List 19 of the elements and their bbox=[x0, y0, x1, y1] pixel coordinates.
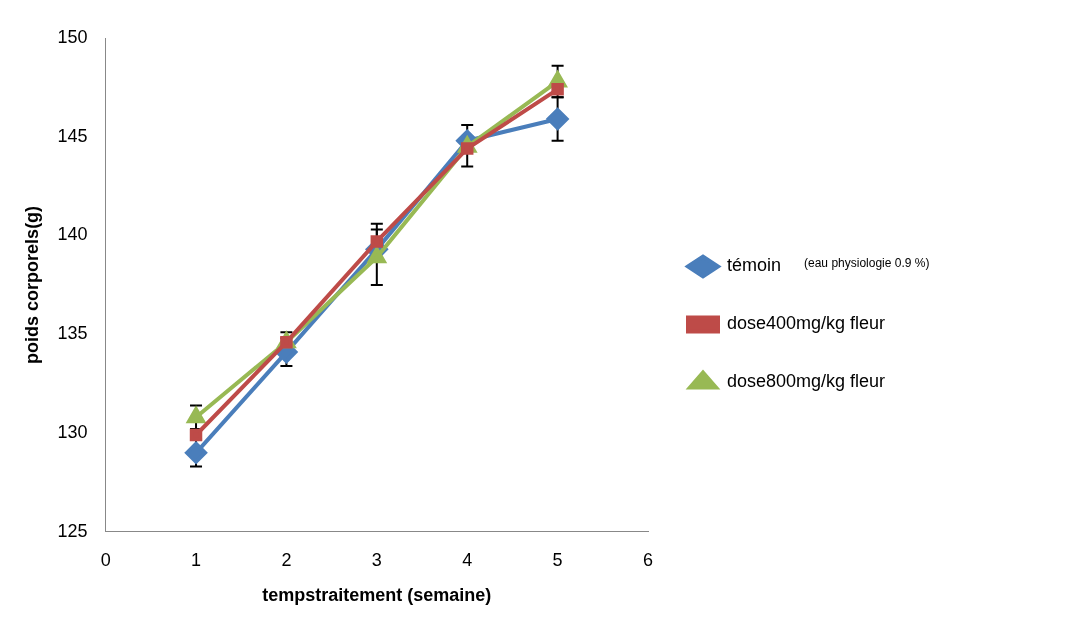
x-tick-label: 6 bbox=[642, 549, 654, 570]
x-tick-label: 3 bbox=[371, 549, 382, 570]
y-tick-label: 150 bbox=[57, 26, 88, 47]
legend-label: témoin bbox=[727, 255, 782, 276]
y-tick-label: 135 bbox=[57, 323, 88, 344]
x-tick-label: 1 bbox=[191, 549, 202, 570]
x-tick-label: 4 bbox=[462, 549, 473, 570]
x-tick-label: 2 bbox=[281, 549, 292, 570]
y-tick-label: 140 bbox=[57, 224, 88, 245]
text: (eau physiologie 0.9 %) bbox=[804, 255, 930, 270]
x-tick-label: 5 bbox=[552, 549, 563, 570]
x-axis-title: tempstraitement (semaine) bbox=[262, 585, 492, 606]
legend-label: dose400mg/kg fleur bbox=[727, 313, 1086, 334]
y-tick-label: 130 bbox=[57, 422, 88, 443]
y-axis-title: poids corporels(g) bbox=[21, 205, 42, 364]
y-tick-label: 145 bbox=[57, 125, 88, 146]
y-tick-label: 125 bbox=[57, 520, 88, 541]
x-tick-label: 0 bbox=[100, 549, 111, 570]
legend-label: dose800mg/kg fleur bbox=[727, 371, 886, 392]
